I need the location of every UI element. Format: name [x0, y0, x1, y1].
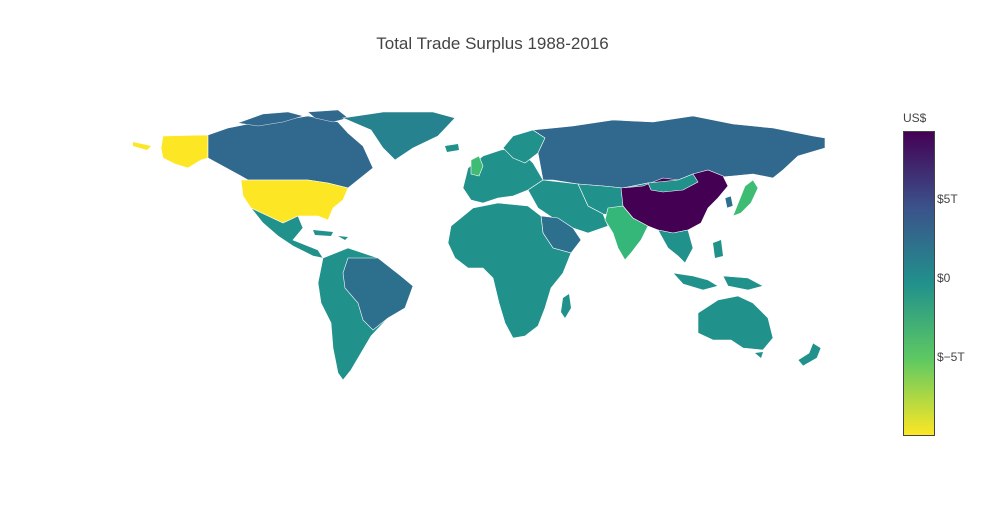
- region-alaska-aleutians: [133, 142, 151, 150]
- region-tasmania: [755, 352, 763, 358]
- region-korea[interactable]: [724, 195, 734, 209]
- region-madagascar: [561, 294, 571, 318]
- colorbar-tick-neg-5t: $−5T: [937, 350, 965, 364]
- region-brazil[interactable]: [342, 257, 414, 331]
- region-canada-islands: [237, 109, 349, 127]
- region-southeast-asia[interactable]: [657, 229, 694, 264]
- region-indonesia[interactable]: [672, 272, 764, 291]
- region-mexico[interactable]: [250, 207, 324, 259]
- region-united-kingdom[interactable]: [470, 155, 484, 177]
- region-philippines: [713, 240, 723, 258]
- colorbar-tick-5t: $5T: [937, 192, 958, 206]
- region-japan[interactable]: [732, 179, 759, 217]
- region-alaska[interactable]: [160, 134, 209, 169]
- region-russia[interactable]: [532, 115, 825, 189]
- colorbar-title: US$: [903, 111, 927, 125]
- region-united-states[interactable]: [240, 179, 349, 224]
- world-map[interactable]: [133, 108, 825, 384]
- colorbar-tick-0: $0: [937, 271, 951, 285]
- region-caribbean: [313, 230, 348, 240]
- region-middle-east[interactable]: [527, 179, 609, 234]
- colorbar: [903, 131, 935, 436]
- region-australia[interactable]: [697, 295, 774, 351]
- region-new-zealand[interactable]: [797, 342, 822, 367]
- region-mongolia[interactable]: [647, 173, 699, 193]
- chart-title: Total Trade Surplus 1988-2016: [376, 34, 609, 53]
- region-greenland[interactable]: [341, 111, 456, 161]
- region-iceland: [445, 144, 459, 152]
- region-canada[interactable]: [207, 115, 374, 189]
- region-africa[interactable]: [447, 202, 572, 339]
- region-china[interactable]: [620, 169, 729, 234]
